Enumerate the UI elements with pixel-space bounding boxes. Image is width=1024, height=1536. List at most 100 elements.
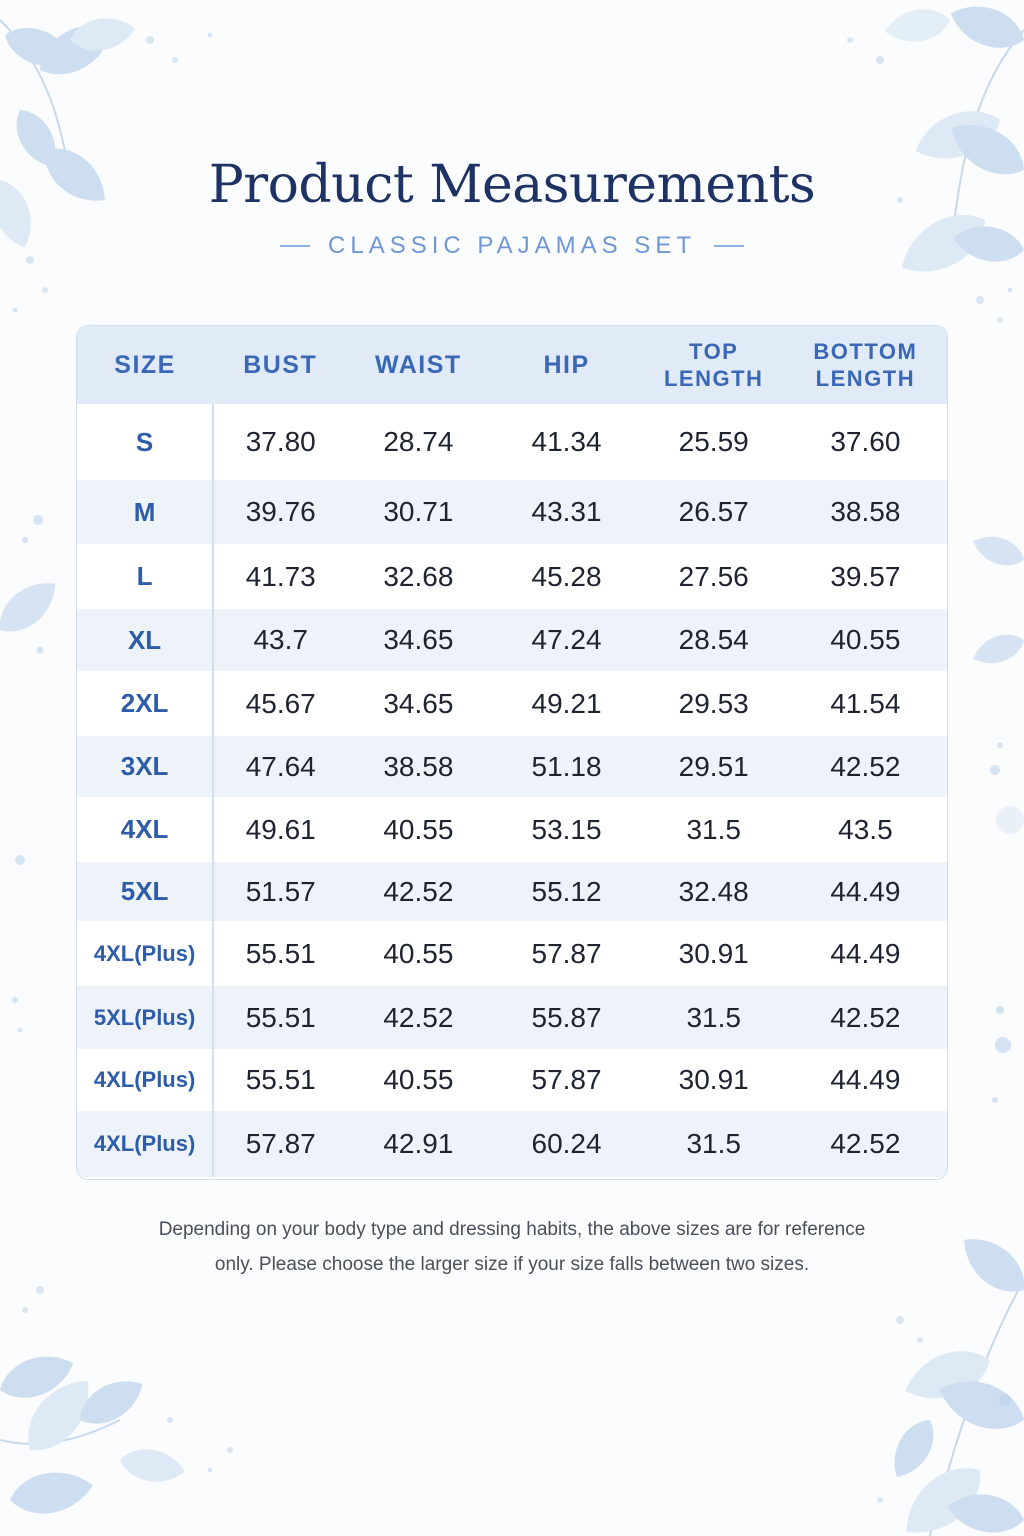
top-length-cell: 29.51 (643, 736, 784, 797)
hip-cell: 53.15 (531, 813, 602, 845)
waist-cell: 28.74 (383, 426, 454, 457)
bottom-length-cell: 42.52 (783, 736, 947, 797)
hip-cell: 57.87 (531, 937, 602, 969)
bust-cell: 55.51 (245, 1064, 316, 1095)
page-title: Product Measurements (208, 155, 816, 215)
waist-cell: 40.55 (383, 1064, 454, 1095)
top-length-cell: 27.56 (678, 560, 749, 592)
top-length-cell: 25.59 (678, 426, 749, 457)
bust-cell: 57.87 (213, 1111, 348, 1177)
subtitle: CLASSIC PAJAMAS SET (328, 232, 696, 259)
header-bottom-length-line1: BOTTOM (813, 339, 918, 364)
size-cell: 5XL(Plus) (77, 986, 215, 1049)
measurement-table: SIZE BUST WAIST HIP TOP LENGTH BOTTOM LE… (77, 326, 947, 1177)
bust-cell: 43.7 (213, 609, 348, 671)
waist-cell: 38.58 (347, 736, 490, 797)
waist-cell: 42.52 (347, 986, 490, 1049)
bottom-length-cell: 44.49 (783, 862, 947, 921)
sizing-note-line1: Depending on your body type and dressing… (158, 1219, 866, 1240)
header-bottom-length: BOTTOM LENGTH (783, 326, 947, 404)
header-size: SIZE (77, 326, 214, 404)
table-row: 4XL(Plus) 55.51 40.55 57.87 30.91 44.49 (77, 1049, 947, 1111)
top-length-cell: 28.54 (643, 609, 784, 671)
bottom-length-cell: 40.55 (783, 609, 947, 671)
top-length-cell: 32.48 (643, 862, 784, 921)
waist-cell: 30.71 (347, 480, 490, 544)
table-row: 4XL 49.61 40.55 53.15 31.5 43.5 (77, 797, 947, 862)
header-waist: WAIST (347, 326, 490, 404)
hip-cell: 55.12 (489, 862, 644, 921)
table-row: 4XL(Plus) 57.87 42.91 60.24 31.5 42.52 (77, 1111, 947, 1177)
bottom-length-cell: 42.52 (783, 1111, 947, 1177)
header-bottom-length-line2: LENGTH (815, 366, 916, 391)
top-length-cell: 31.5 (643, 986, 784, 1049)
bust-cell: 47.64 (213, 736, 348, 797)
hip-cell: 57.87 (531, 1064, 602, 1095)
header-top-length-line2: LENGTH (663, 366, 764, 391)
measurement-table-card: SIZE BUST WAIST HIP TOP LENGTH BOTTOM LE… (76, 325, 948, 1180)
bottom-length-cell: 44.49 (830, 1064, 901, 1095)
hip-cell: 55.87 (489, 986, 644, 1049)
waist-cell: 42.52 (347, 862, 490, 921)
top-length-cell: 26.57 (643, 480, 784, 544)
table-row: 2XL 45.67 34.65 49.21 29.53 41.54 (77, 671, 947, 736)
subtitle-dash-left (280, 245, 311, 247)
bottom-length-cell: 42.52 (783, 986, 947, 1049)
hip-cell: 47.24 (489, 609, 644, 671)
hip-cell: 45.28 (531, 560, 602, 592)
top-length-cell: 31.5 (686, 813, 741, 845)
bottom-length-cell: 41.54 (830, 687, 901, 719)
table-row: L 41.73 32.68 45.28 27.56 39.57 (77, 544, 947, 609)
size-cell: M (77, 480, 215, 544)
table-row: 3XL 47.64 38.58 51.18 29.51 42.52 (77, 736, 947, 797)
bottom-length-cell: 44.49 (830, 937, 901, 969)
sizing-note: Depending on your body type and dressing… (90, 1212, 934, 1282)
header-top-length-line1: TOP (689, 339, 739, 364)
waist-cell: 42.91 (347, 1111, 490, 1177)
size-cell: 2XL (77, 671, 215, 736)
bust-cell: 45.67 (245, 687, 316, 719)
size-cell: XL (77, 609, 215, 671)
waist-cell: 34.65 (347, 609, 490, 671)
bust-cell: 41.73 (245, 560, 316, 592)
size-cell: 5XL (77, 862, 215, 921)
hip-cell: 49.21 (531, 687, 602, 719)
size-cell: 4XL(Plus) (77, 1049, 215, 1111)
table-row: 5XL 51.57 42.52 55.12 32.48 44.49 (77, 862, 947, 921)
size-cell: S (77, 404, 215, 480)
waist-cell: 40.55 (383, 813, 454, 845)
top-length-cell: 29.53 (678, 687, 749, 719)
subtitle-dash-right (713, 245, 744, 247)
bottom-length-cell: 37.60 (830, 426, 901, 457)
hip-cell: 60.24 (489, 1111, 644, 1177)
bottom-length-cell: 43.5 (838, 813, 893, 845)
size-cell: L (77, 544, 215, 609)
size-cell: 4XL(Plus) (77, 1111, 215, 1177)
table-body: S 37.80 28.74 41.34 25.59 37.60 M 39.76 … (77, 404, 947, 1177)
bust-cell: 51.57 (213, 862, 348, 921)
hip-cell: 41.34 (531, 426, 602, 457)
waist-cell: 32.68 (383, 560, 454, 592)
table-header-row: SIZE BUST WAIST HIP TOP LENGTH BOTTOM LE… (77, 326, 947, 404)
waist-cell: 40.55 (383, 937, 454, 969)
bust-cell: 37.80 (245, 426, 316, 457)
table-row: S 37.80 28.74 41.34 25.59 37.60 (77, 404, 947, 480)
size-cell: 4XL(Plus) (77, 921, 215, 986)
bottom-length-cell: 39.57 (830, 560, 901, 592)
size-cell: 3XL (77, 736, 215, 797)
bust-cell: 39.76 (213, 480, 348, 544)
header-top-length: TOP LENGTH (643, 326, 784, 404)
bottom-length-cell: 38.58 (783, 480, 947, 544)
hip-cell: 43.31 (489, 480, 644, 544)
hip-cell: 51.18 (489, 736, 644, 797)
bust-cell: 55.51 (213, 986, 348, 1049)
table-row: 5XL(Plus) 55.51 42.52 55.87 31.5 42.52 (77, 986, 947, 1049)
header-hip: HIP (489, 326, 644, 404)
table-row: 4XL(Plus) 55.51 40.55 57.87 30.91 44.49 (77, 921, 947, 986)
header-bust: BUST (213, 326, 348, 404)
size-cell: 4XL (77, 797, 215, 862)
table-row: M 39.76 30.71 43.31 26.57 38.58 (77, 480, 947, 544)
table-row: XL 43.7 34.65 47.24 28.54 40.55 (77, 609, 947, 671)
top-length-cell: 30.91 (678, 937, 749, 969)
